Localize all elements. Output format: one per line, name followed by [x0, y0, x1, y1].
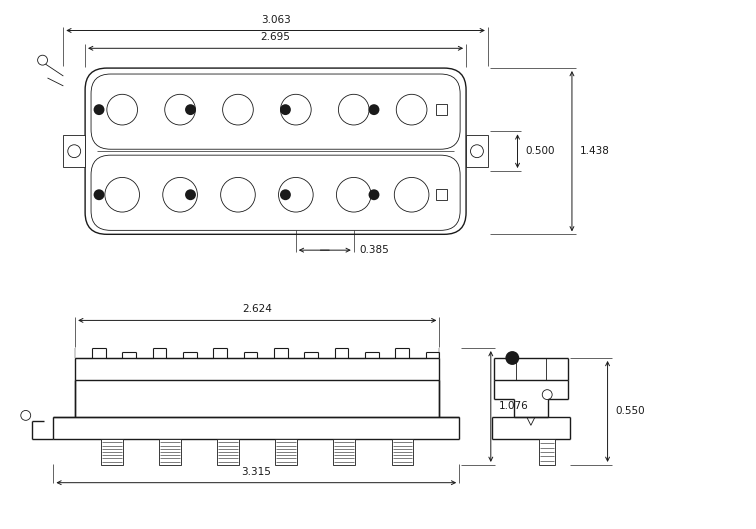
Circle shape: [94, 189, 104, 200]
Circle shape: [280, 104, 291, 115]
Bar: [218, 439, 239, 465]
Circle shape: [185, 104, 196, 115]
Circle shape: [185, 189, 196, 200]
FancyBboxPatch shape: [91, 155, 460, 230]
Bar: [539, 439, 555, 465]
Circle shape: [280, 189, 291, 200]
Bar: [466, 135, 488, 167]
Text: 0.550: 0.550: [615, 406, 645, 416]
Text: 1.076: 1.076: [499, 402, 528, 412]
Text: 0.500: 0.500: [525, 146, 555, 156]
Bar: [101, 439, 123, 465]
Bar: [436, 189, 447, 200]
Circle shape: [94, 104, 104, 115]
Text: 1.438: 1.438: [580, 146, 610, 156]
FancyBboxPatch shape: [91, 74, 460, 149]
Circle shape: [369, 104, 380, 115]
Text: 3.063: 3.063: [261, 14, 290, 24]
Bar: [275, 439, 297, 465]
Text: 2.624: 2.624: [243, 305, 272, 314]
Bar: [333, 439, 355, 465]
FancyBboxPatch shape: [85, 68, 466, 234]
Text: 2.695: 2.695: [261, 32, 290, 42]
Bar: [64, 135, 85, 167]
Bar: [392, 439, 414, 465]
Circle shape: [369, 189, 380, 200]
Text: 3.315: 3.315: [241, 467, 271, 477]
Circle shape: [506, 351, 519, 365]
Bar: [436, 104, 447, 115]
Bar: [160, 439, 181, 465]
Text: 0.385: 0.385: [360, 245, 389, 255]
